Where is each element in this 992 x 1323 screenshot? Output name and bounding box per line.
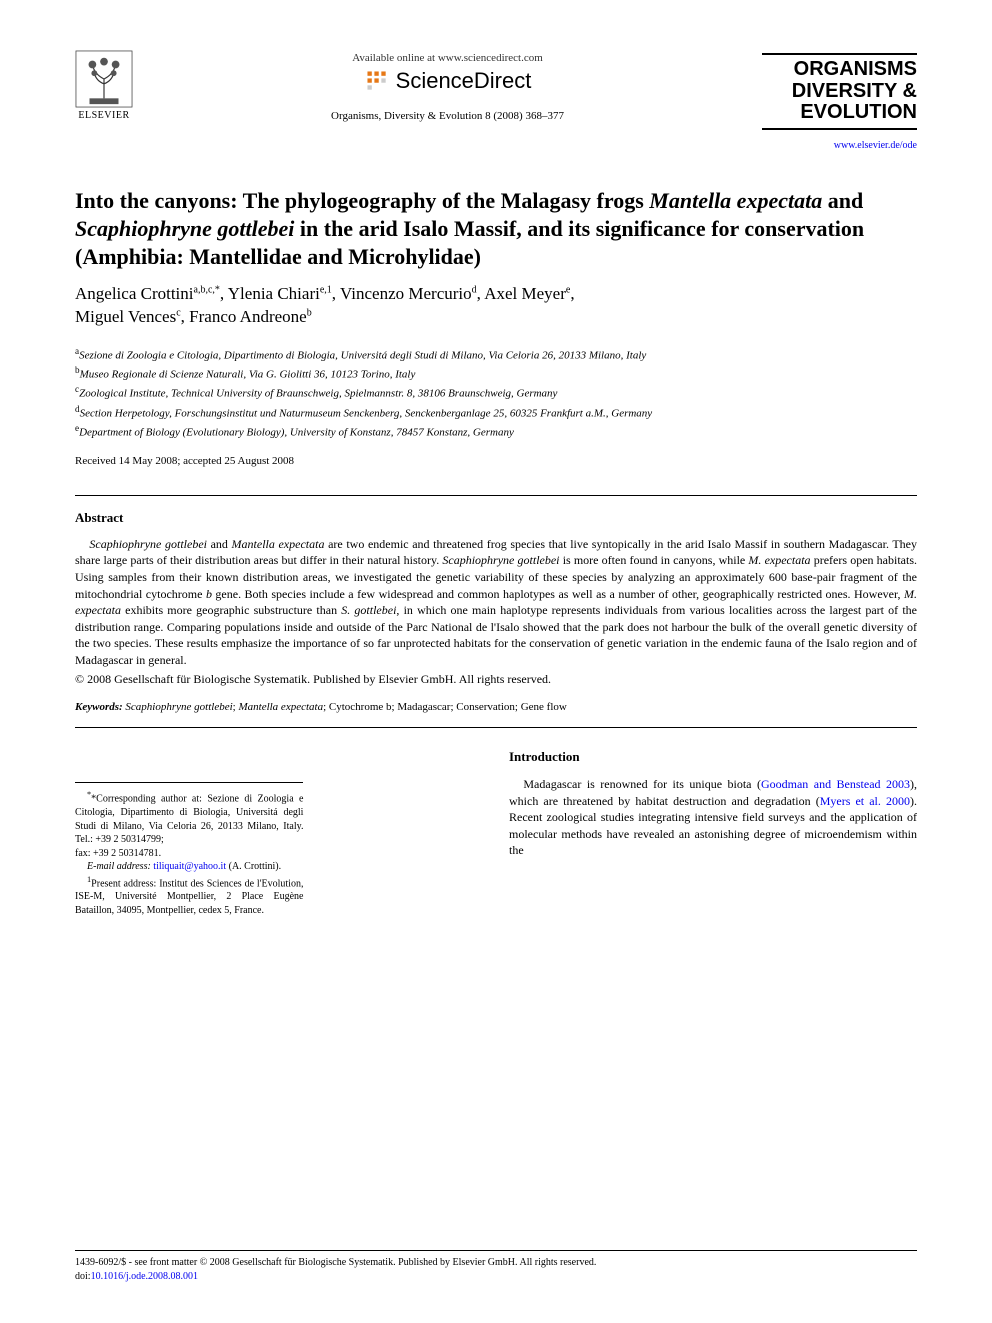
corr-text2: fax: +39 2 50314781. — [75, 847, 303, 861]
citation-line: Organisms, Diversity & Evolution 8 (2008… — [331, 110, 564, 122]
affiliation-d: dSection Herpetology, Forschungsinstitut… — [75, 403, 917, 422]
author-5: Miguel Vences — [75, 307, 176, 326]
aff-d-text: Section Herpetology, Forschungsinstitut … — [80, 407, 653, 419]
doi-label: doi: — [75, 1271, 91, 1282]
two-column-body: **Corresponding author at: Sezione di Zo… — [75, 748, 917, 917]
ref-myers-link[interactable]: Myers et al. 2000 — [820, 794, 910, 808]
elsevier-tree-icon — [75, 50, 133, 108]
abs-sp3: Scaphiophryne gottlebei — [442, 553, 559, 567]
abs-sp1: Scaphiophryne gottlebei — [89, 537, 207, 551]
author-6-aff: b — [307, 308, 312, 319]
author-4-aff: e — [566, 285, 570, 296]
present-address: 1Present address: Institut des Sciences … — [75, 874, 303, 918]
author-6: Franco Andreone — [189, 307, 307, 326]
sciencedirect-icon — [364, 68, 390, 94]
abs-m4: gene. Both species include a few widespr… — [212, 587, 904, 601]
left-column: **Corresponding author at: Sezione di Zo… — [75, 748, 483, 917]
rule-above-abstract — [75, 495, 917, 496]
affiliation-b: bMuseo Regionale di Scienze Naturali, Vi… — [75, 364, 917, 383]
intro-heading: Introduction — [509, 748, 917, 766]
kw-rest: ; Cytochrome b; Madagascar; Conservation… — [323, 701, 567, 713]
author-2: Ylenia Chiari — [228, 284, 320, 303]
right-column: Introduction Madagascar is renowned for … — [509, 748, 917, 917]
corr-line1: *Corresponding author at: Sezione di Zoo… — [75, 794, 303, 846]
affiliation-list: aSezione di Zoologia e Citologia, Dipart… — [75, 345, 917, 441]
abs-m5: exhibits more geographic substructure th… — [121, 603, 341, 617]
intro-t1: Madagascar is renowned for its unique bi… — [523, 777, 761, 791]
author-2-aff: e,1 — [320, 285, 332, 296]
affiliation-c: cZoological Institute, Technical Univers… — [75, 383, 917, 402]
aff-a-text: Sezione di Zoologia e Citologia, Diparti… — [79, 350, 646, 362]
corresponding-email-link[interactable]: tiliquait@yahoo.it — [153, 861, 226, 872]
aff-b-text: Museo Regionale di Scienze Naturali, Via… — [80, 369, 416, 381]
keywords-line: Keywords: Scaphiophryne gottlebei; Mante… — [75, 701, 917, 713]
publisher-name: ELSEVIER — [78, 110, 129, 121]
sciencedirect-brand: ScienceDirect — [364, 68, 532, 94]
journal-title: ORGANISMS DIVERSITY & EVOLUTION — [762, 59, 917, 124]
corr-text1: **Corresponding author at: Sezione di Zo… — [75, 789, 303, 846]
keywords-label: Keywords: — [75, 701, 123, 713]
author-3-aff: d — [472, 285, 477, 296]
rule-below-keywords — [75, 727, 917, 728]
journal-rule-bottom — [762, 128, 917, 130]
present-text: Present address: Institut des Sciences d… — [75, 878, 303, 916]
journal-line1: ORGANISMS — [762, 59, 917, 81]
abs-m2: is more often found in canyons, while — [560, 553, 749, 567]
title-species1: Mantella expectata — [649, 188, 822, 213]
title-part2: and — [822, 188, 863, 213]
title-species2: Scaphiophryne gottlebei — [75, 216, 294, 241]
affiliation-a: aSezione di Zoologia e Citologia, Dipart… — [75, 345, 917, 364]
aff-c-text: Zoological Institute, Technical Universi… — [79, 388, 557, 400]
available-online-text: Available online at www.sciencedirect.co… — [352, 52, 543, 64]
intro-paragraph: Madagascar is renowned for its unique bi… — [509, 776, 917, 859]
author-1-corr: * — [215, 285, 220, 296]
author-3: Vincenzo Mercurio — [340, 284, 472, 303]
journal-line3: EVOLUTION — [762, 102, 917, 124]
article-title: Into the canyons: The phylogeography of … — [75, 187, 917, 271]
affiliation-e: eDepartment of Biology (Evolutionary Bio… — [75, 422, 917, 441]
journal-block: ORGANISMS DIVERSITY & EVOLUTION www.else… — [762, 50, 917, 151]
sciencedirect-text: ScienceDirect — [396, 68, 532, 94]
author-1-aff: a,b,c, — [194, 285, 215, 296]
title-part1: Into the canyons: The phylogeography of … — [75, 188, 649, 213]
abstract-body: Scaphiophryne gottlebei and Mantella exp… — [75, 536, 917, 668]
email-author: (A. Crottini). — [226, 861, 281, 872]
aff-e-text: Department of Biology (Evolutionary Biol… — [79, 426, 514, 438]
header-center: Available online at www.sciencedirect.co… — [331, 52, 564, 122]
journal-line2: DIVERSITY & — [762, 81, 917, 103]
kw2: Mantella expectata — [238, 701, 323, 713]
abs-sp2: Mantella expectata — [232, 537, 325, 551]
kw1: Scaphiophryne gottlebei — [125, 701, 232, 713]
abstract-copyright: © 2008 Gesellschaft für Biologische Syst… — [75, 672, 917, 687]
doi-line: doi:10.1016/j.ode.2008.08.001 — [75, 1270, 917, 1284]
page-footer: 1439-6092/$ - see front matter © 2008 Ge… — [75, 1250, 917, 1283]
article-dates: Received 14 May 2008; accepted 25 August… — [75, 455, 917, 467]
abstract-heading: Abstract — [75, 510, 917, 526]
abs-sp6: S. gottlebei — [341, 603, 396, 617]
email-label: E-mail address: — [87, 861, 151, 872]
doi-link[interactable]: 10.1016/j.ode.2008.08.001 — [91, 1271, 199, 1282]
ref-goodman-link[interactable]: Goodman and Benstead 2003 — [761, 777, 910, 791]
journal-url-link[interactable]: www.elsevier.de/ode — [762, 140, 917, 151]
correspondence-footnotes: **Corresponding author at: Sezione di Zo… — [75, 782, 303, 917]
email-line: E-mail address: tiliquait@yahoo.it (A. C… — [75, 860, 303, 874]
author-4: Axel Meyer — [484, 284, 566, 303]
author-5-aff: c — [176, 308, 180, 319]
author-1: Angelica Crottini — [75, 284, 194, 303]
journal-rule-top — [762, 53, 917, 55]
page-header: ELSEVIER Available online at www.science… — [75, 50, 917, 151]
publisher-block: ELSEVIER — [75, 50, 133, 121]
abs-and: and — [207, 537, 232, 551]
author-list: Angelica Crottinia,b,c,*, Ylenia Chiarie… — [75, 283, 917, 329]
abs-sp4: M. expectata — [748, 553, 810, 567]
front-matter-text: 1439-6092/$ - see front matter © 2008 Ge… — [75, 1256, 917, 1270]
